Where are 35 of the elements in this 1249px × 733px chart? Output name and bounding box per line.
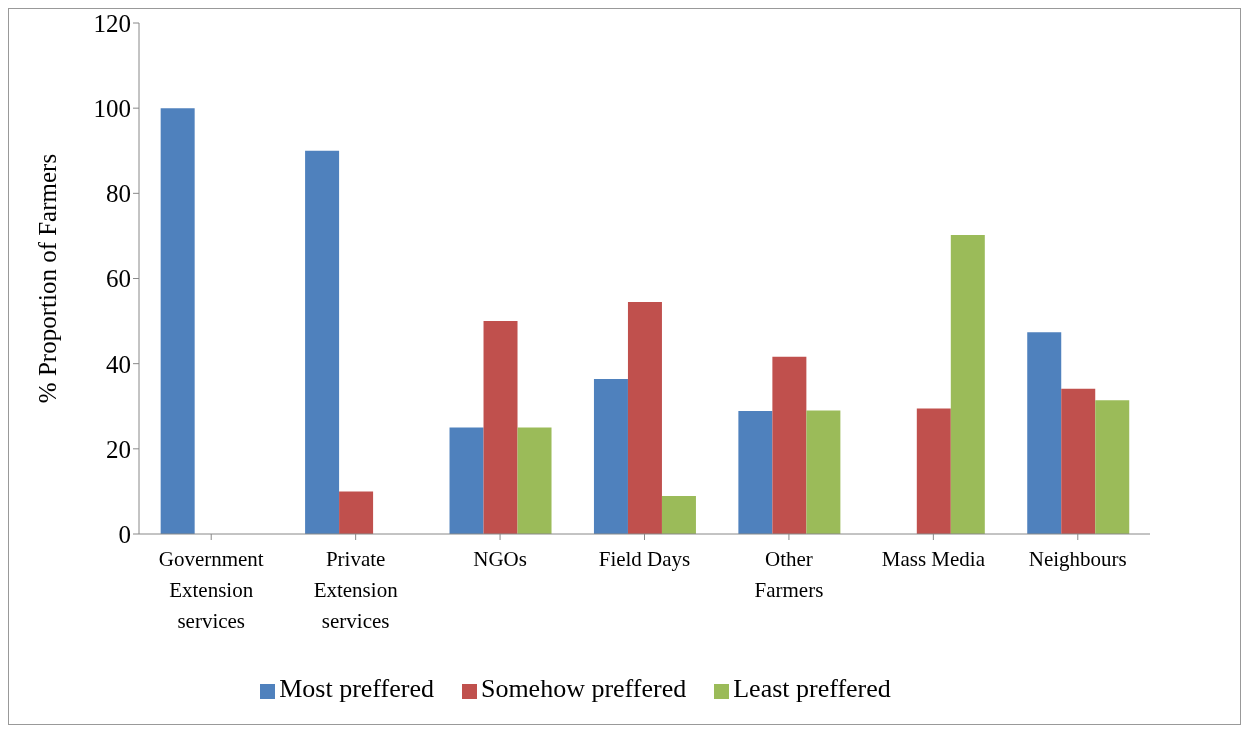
bar — [593, 379, 628, 534]
bar — [305, 150, 340, 534]
bar — [517, 427, 552, 534]
y-tick-label: 40 — [106, 350, 131, 378]
legend-label: Most preffered — [279, 674, 434, 703]
y-tick-label: 20 — [106, 435, 131, 463]
x-tick-label: Government Extension services — [158, 547, 264, 633]
x-tick-label: Field Days — [598, 547, 691, 571]
bar — [1095, 400, 1130, 534]
bar — [1061, 388, 1096, 534]
bar — [449, 427, 484, 534]
y-axis-title: % Proportion of Farmers — [33, 153, 61, 404]
bar — [661, 496, 696, 534]
bar — [627, 301, 662, 534]
y-tick-label: 80 — [106, 180, 131, 208]
x-tick-label: Mass Media — [881, 547, 986, 571]
bar — [738, 410, 773, 534]
legend-label: Least preffered — [733, 674, 891, 703]
bar — [916, 408, 951, 534]
bar — [1027, 332, 1062, 534]
bar — [160, 108, 195, 534]
bar — [339, 491, 374, 534]
x-tick-label: Other Farmers — [754, 547, 824, 602]
bar — [950, 235, 985, 534]
y-tick-label: 60 — [106, 265, 131, 293]
y-tick-label: 120 — [93, 9, 131, 37]
y-tick-label: 100 — [93, 95, 131, 123]
x-tick-label: NGOs — [473, 547, 527, 571]
bar — [806, 410, 841, 534]
x-tick-label: Neighbours — [1028, 547, 1127, 571]
x-tick-label: Private Extension services — [313, 547, 399, 633]
bar — [483, 321, 518, 534]
bar — [772, 356, 807, 534]
legend-label: Somehow preffered — [480, 674, 687, 703]
y-tick-label: 0 — [118, 520, 131, 548]
